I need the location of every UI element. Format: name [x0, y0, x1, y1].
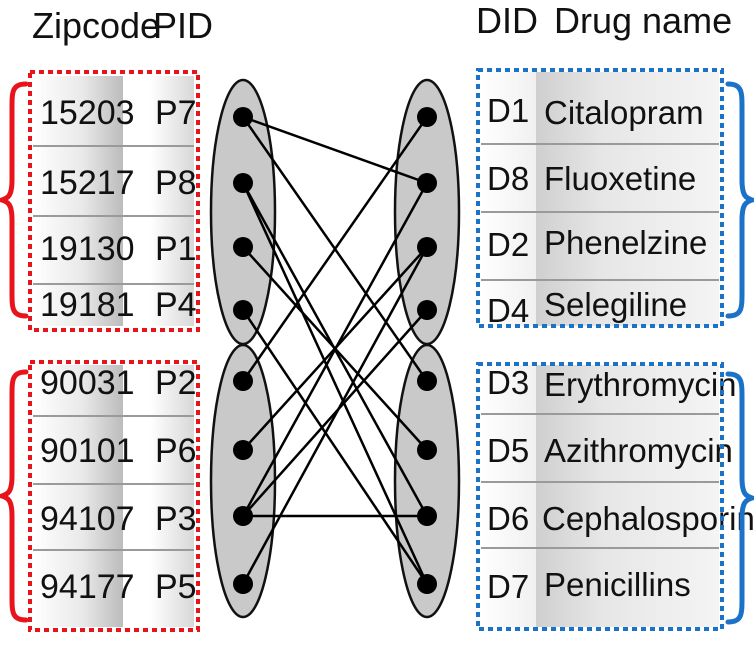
did-header: DID: [476, 0, 538, 41]
drug-node: [417, 371, 437, 391]
pid-column-bottom: [150, 365, 194, 627]
drug-table-top: D1 Citalopram D8 Fluoxetine D2 Phenelzin…: [487, 92, 707, 329]
patient-node: [233, 237, 253, 257]
patient-node: [233, 574, 253, 594]
drug-group-border-bottom: [476, 362, 724, 631]
pid-cell: P5: [155, 568, 197, 606]
drug-node: [417, 173, 437, 193]
patient-table-bottom: 90031 P2 90101 P6 94107 P3 94177 P5: [40, 364, 197, 606]
drug-brace-top: [725, 81, 754, 319]
edge: [241, 182, 429, 517]
drug-column-bottom: [536, 365, 719, 627]
patient-brace-bottom: [0, 369, 29, 623]
drug-brace-bottom: [725, 371, 754, 625]
drug-name-cell: Erythromycin: [544, 366, 737, 403]
drug-name-cell: Fluoxetine: [544, 160, 696, 197]
table-backgrounds: [33, 72, 719, 627]
nodes: [233, 107, 437, 594]
group-borders: [28, 68, 724, 632]
did-column-top: [481, 72, 536, 326]
zipcode-cell: 94107: [40, 500, 135, 538]
did-cell: D5: [487, 432, 529, 469]
drug-name-cell: Cephalosporin: [542, 500, 754, 537]
did-cell: D8: [487, 160, 529, 197]
drug-table-bottom: D3 Erythromycin D5 Azithromycin D6 Cepha…: [487, 364, 754, 605]
drug-node: [417, 440, 437, 460]
drug-name-header: Drug name: [554, 0, 732, 41]
zipcode-cell: 90101: [40, 432, 135, 470]
zipcode-header: Zipcode: [32, 5, 160, 46]
patient-node: [233, 440, 253, 460]
did-cell: D1: [487, 92, 529, 129]
patient-node: [233, 506, 253, 526]
drug-node: [417, 300, 437, 320]
zipcode-cell: 15217: [40, 164, 135, 202]
pid-cell: P2: [155, 364, 197, 402]
drug-name-cell: Citalopram: [544, 94, 704, 131]
pid-cell: P1: [155, 230, 197, 268]
edge: [242, 115, 428, 185]
patient-node: [233, 107, 253, 127]
drug-name-cell: Phenelzine: [544, 224, 707, 261]
zipcode-cell: 94177: [40, 568, 135, 606]
patient-group-border-top: [28, 70, 200, 332]
zipcode-cell: 90031: [40, 364, 135, 402]
pid-cell: P7: [155, 94, 197, 132]
drug-node: [417, 574, 437, 594]
did-cell: D7: [487, 568, 529, 605]
did-cell: D2: [487, 226, 529, 263]
drug-name-cell: Azithromycin: [544, 432, 733, 469]
row-separators: [33, 143, 719, 551]
drug-node: [417, 506, 437, 526]
zipcode-cell: 19181: [40, 286, 135, 324]
drug-column-top: [536, 72, 719, 326]
patient-table-top: 15203 P7 15217 P8 19130 P1 19181 P4: [40, 94, 197, 324]
group-braces: [0, 81, 754, 625]
drug-node: [417, 107, 437, 127]
zipcode-cell: 15203: [40, 94, 135, 132]
did-cell: D4: [487, 292, 529, 329]
patient-node: [233, 173, 253, 193]
did-cell: D6: [487, 500, 529, 537]
did-column-bottom: [481, 365, 536, 627]
drug-node: [417, 237, 437, 257]
drug-group-border-top: [476, 68, 724, 328]
pid-cell: P6: [155, 432, 197, 470]
patient-brace-top: [0, 81, 29, 319]
pid-cell: P4: [155, 286, 197, 324]
pid-cell: P8: [155, 164, 197, 202]
zipcode-column-bottom: [33, 365, 123, 627]
patient-node: [233, 300, 253, 320]
pid-cell: P3: [155, 500, 197, 538]
patient-group-border-bottom: [28, 360, 200, 632]
drug-name-cell: Selegiline: [544, 286, 687, 323]
pid-header: PID: [153, 5, 213, 46]
edges: [241, 115, 429, 585]
edge: [241, 246, 429, 585]
drug-name-cell: Penicillins: [544, 566, 691, 603]
patient-node: [233, 371, 253, 391]
edge: [241, 309, 429, 585]
edge: [241, 116, 429, 382]
did-cell: D3: [487, 364, 529, 401]
zipcode-cell: 19130: [40, 230, 135, 268]
